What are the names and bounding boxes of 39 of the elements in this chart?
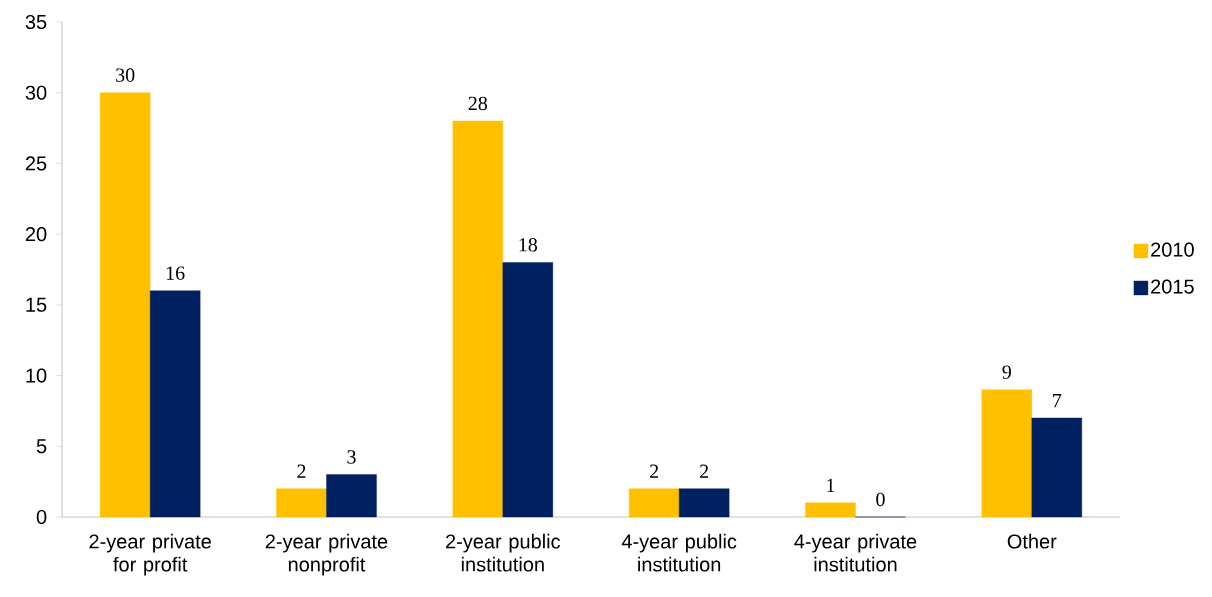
x-tick-label: 4-year private institution	[794, 533, 917, 572]
y-tick-label: 5	[36, 439, 47, 454]
x-tick-label: 2-year public institution	[446, 533, 561, 572]
legend-label: 2015	[1151, 279, 1194, 294]
data-label: 2	[700, 464, 709, 478]
bar	[628, 488, 680, 518]
data-label: 3	[347, 450, 356, 464]
bar	[452, 120, 504, 518]
data-label: 2	[297, 464, 306, 478]
y-tick-label: 20	[25, 227, 47, 242]
bar	[149, 290, 201, 518]
bar	[502, 262, 554, 518]
y-tick-label: 30	[25, 85, 47, 100]
data-label: 1	[827, 478, 835, 492]
y-tick-label: 10	[26, 368, 47, 383]
data-label: 0	[876, 492, 885, 507]
data-label: 30	[116, 68, 135, 82]
bar	[276, 488, 327, 518]
x-tick-label: Other	[1007, 533, 1057, 549]
x-tick-label: 2-year private nonprofit	[265, 533, 388, 576]
y-tick-label: 0	[36, 509, 47, 525]
bar	[99, 92, 151, 518]
bar	[326, 474, 377, 518]
data-label: 18	[519, 238, 538, 252]
x-tick-label: 4-year public institution	[621, 533, 737, 572]
bar	[678, 488, 730, 518]
bar	[1031, 417, 1082, 518]
bar	[981, 389, 1032, 518]
data-label: 2	[650, 464, 659, 478]
data-label: 9	[1002, 365, 1011, 379]
y-tick-label: 25	[25, 156, 47, 171]
y-tick-label: 35	[25, 14, 47, 30]
data-label: 7	[1053, 394, 1062, 408]
bar	[805, 502, 856, 518]
data-label: 28	[468, 96, 488, 111]
x-tick-label: 2-year private for profit	[89, 533, 211, 576]
data-label: 16	[166, 266, 185, 280]
legend-label: 2010	[1151, 242, 1194, 257]
y-tick-label: 15	[26, 297, 47, 312]
